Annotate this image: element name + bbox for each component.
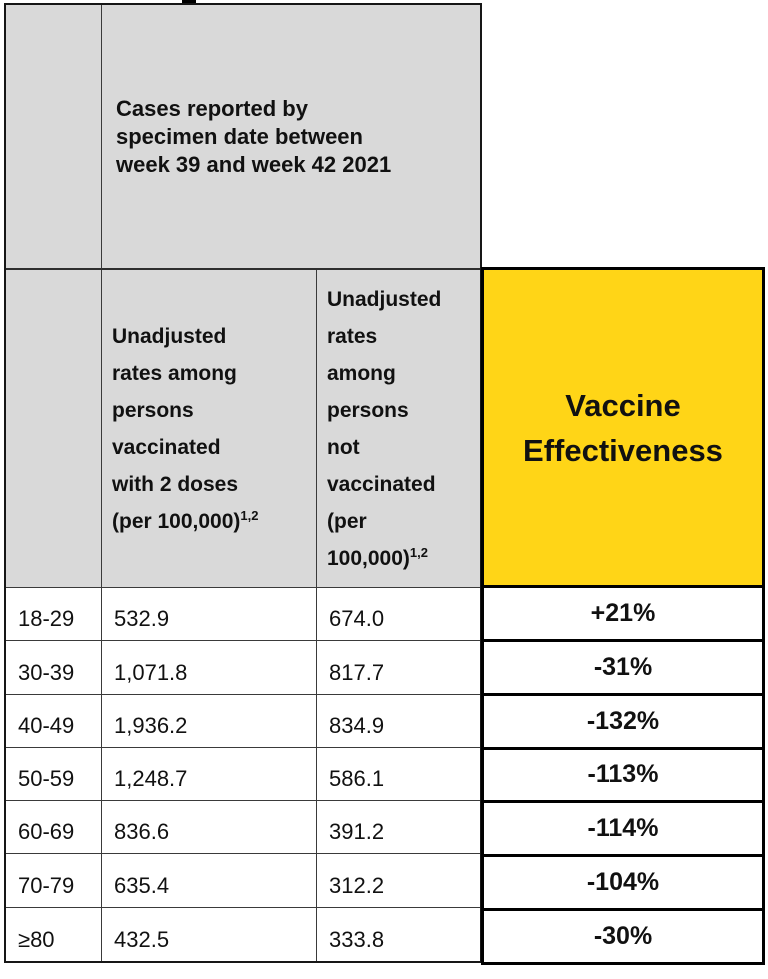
footnote-marker: 1,2 bbox=[240, 507, 259, 523]
col-header-unvaccinated-text: Unadjusted rates among persons not vaccinated… bbox=[327, 287, 442, 570]
ve-value: -30% bbox=[481, 911, 765, 965]
unvaccinated-rate: 586.1 bbox=[317, 748, 480, 802]
ve-value: -31% bbox=[481, 641, 765, 696]
vaccine-effectiveness-header: Vaccine Effectiveness bbox=[481, 267, 765, 588]
age-label: 70-79 bbox=[6, 854, 102, 908]
unvaccinated-rate: 391.2 bbox=[317, 801, 480, 855]
age-label: 18-29 bbox=[6, 588, 102, 642]
vaccinated-rate: 1,936.2 bbox=[102, 694, 317, 748]
age-label: ≥80 bbox=[6, 907, 102, 961]
age-label: 50-59 bbox=[6, 747, 102, 802]
vaccine-effectiveness-column: Vaccine Effectiveness +21% -31% -132% -11… bbox=[481, 267, 765, 965]
vaccinated-rate: 635.4 bbox=[102, 854, 317, 908]
col-header-unvaccinated: Unadjusted rates among persons not vaccinated… bbox=[317, 270, 480, 588]
vaccinated-rate: 836.6 bbox=[102, 801, 317, 855]
age-label: 40-49 bbox=[6, 694, 102, 748]
unvaccinated-rate: 333.8 bbox=[329, 926, 385, 952]
age-label: 60-69 bbox=[6, 801, 102, 855]
unvaccinated-rate: 674.0 bbox=[317, 588, 480, 642]
unvaccinated-rate: 834.9 bbox=[317, 695, 480, 748]
vaccinated-rate: 1,248.7 bbox=[102, 747, 317, 802]
ve-value: -104% bbox=[481, 857, 765, 912]
rates-table: Cases reported by specimen date between we… bbox=[4, 3, 482, 963]
spanning-header: Cases reported by specimen date between we… bbox=[102, 5, 480, 270]
ve-value: -113% bbox=[481, 749, 765, 804]
ve-value: -114% bbox=[481, 803, 765, 858]
col-header-vaccinated: Unadjusted rates among persons vaccinated wi… bbox=[102, 270, 317, 588]
vaccinated-rate: 432.5 bbox=[102, 907, 317, 961]
vaccinated-rate: 1,071.8 bbox=[102, 641, 317, 695]
corner-cell-age bbox=[6, 270, 102, 588]
col-header-vaccinated-text: Unadjusted rates among persons vaccinated wi… bbox=[112, 324, 259, 533]
ve-value: -132% bbox=[481, 695, 765, 750]
age-label: 30-39 bbox=[6, 641, 102, 695]
ve-value: +21% bbox=[481, 588, 765, 642]
footnote-marker: 1,2 bbox=[409, 544, 428, 560]
unvaccinated-rate: 817.7 bbox=[317, 641, 480, 695]
spanning-header-text: Cases reported by specimen date between we… bbox=[116, 95, 392, 177]
cropped-title-fragment bbox=[182, 0, 196, 5]
vaccine-effectiveness-header-text: Vaccine Effectiveness bbox=[523, 387, 723, 468]
corner-cell-top bbox=[6, 5, 102, 270]
unvaccinated-rate: 312.2 bbox=[317, 854, 480, 908]
vaccinated-rate: 532.9 bbox=[102, 588, 317, 642]
